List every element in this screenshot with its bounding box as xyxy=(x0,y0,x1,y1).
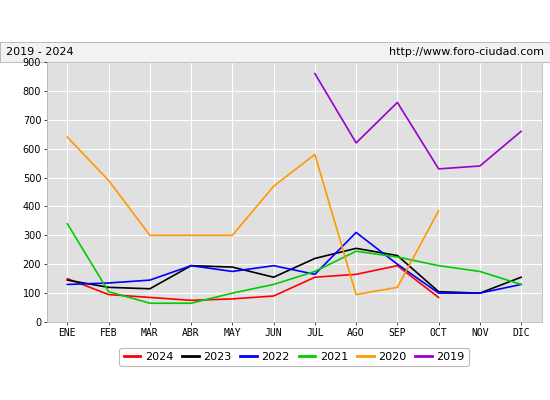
Text: 2019 - 2024: 2019 - 2024 xyxy=(6,47,73,57)
Legend: 2024, 2023, 2022, 2021, 2020, 2019: 2024, 2023, 2022, 2021, 2020, 2019 xyxy=(119,348,469,366)
Text: http://www.foro-ciudad.com: http://www.foro-ciudad.com xyxy=(389,47,544,57)
Text: Evolucion Nº Turistas Nacionales en el municipio de Carpio: Evolucion Nº Turistas Nacionales en el m… xyxy=(59,14,491,28)
